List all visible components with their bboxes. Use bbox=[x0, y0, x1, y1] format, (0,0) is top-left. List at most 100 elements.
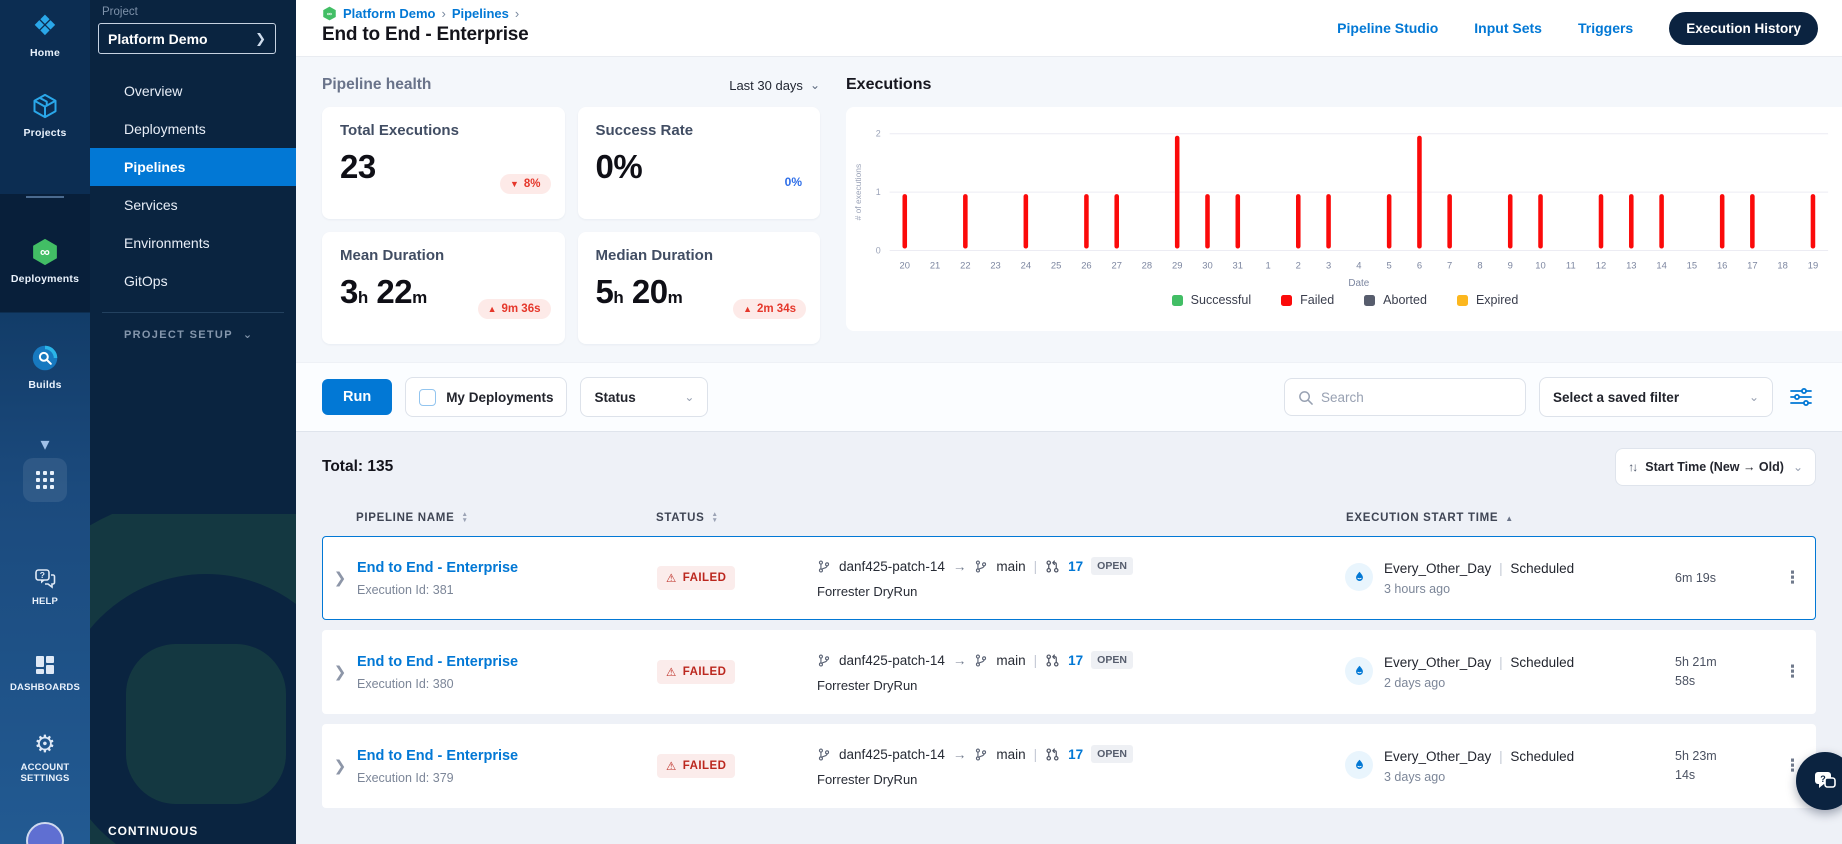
expand-row-chevron-icon[interactable]: ❯ bbox=[333, 570, 347, 587]
rail-item-deployments[interactable]: ∞ Deployments bbox=[0, 236, 90, 285]
column-execution-start-time[interactable]: EXECUTION START TIME ▲ bbox=[1346, 512, 1514, 524]
commit-message: Forrester DryRun bbox=[817, 772, 918, 787]
project-selector[interactable]: Platform Demo ❯ bbox=[98, 23, 276, 54]
breadcrumb-project[interactable]: Platform Demo bbox=[343, 6, 436, 21]
sort-carets-icon: ▲ ▼ bbox=[461, 511, 469, 524]
source-branch[interactable]: danf425-patch-14 bbox=[839, 746, 945, 762]
sidebar-item-deployments[interactable]: Deployments bbox=[90, 110, 296, 148]
row-menu-button[interactable]: ⋮ bbox=[1784, 662, 1802, 681]
svg-text:6: 6 bbox=[1417, 259, 1422, 270]
started-time-ago: 3 days ago bbox=[1384, 769, 1446, 784]
target-branch[interactable]: main bbox=[996, 746, 1026, 762]
apps-grid-button[interactable] bbox=[23, 458, 67, 502]
rail-item-account-settings[interactable]: ⚙ ACCOUNT SETTINGS bbox=[0, 732, 90, 785]
svg-text:11: 11 bbox=[1566, 259, 1576, 270]
source-branch[interactable]: danf425-patch-14 bbox=[839, 652, 945, 668]
rail-item-label: Projects bbox=[23, 127, 67, 139]
rail-item-label: Deployments bbox=[10, 273, 80, 285]
sidebar-item-environments[interactable]: Environments bbox=[90, 224, 296, 262]
search-placeholder: Search bbox=[1321, 389, 1364, 405]
rail-item-dashboards[interactable]: DASHBOARDS bbox=[0, 652, 90, 693]
sidebar-item-gitops[interactable]: GitOps bbox=[90, 262, 296, 300]
branch-icon bbox=[974, 559, 988, 574]
my-deployments-filter[interactable]: My Deployments bbox=[405, 377, 568, 417]
metric-delta-badge: ▲ 9m 36s bbox=[477, 299, 551, 319]
run-button[interactable]: Run bbox=[322, 379, 393, 415]
sidebar-item-services[interactable]: Services bbox=[90, 186, 296, 224]
divider: | bbox=[1499, 560, 1503, 576]
sidebar-item-pipelines[interactable]: Pipelines bbox=[90, 148, 296, 186]
pipeline-name-link[interactable]: End to End - Enterprise bbox=[357, 653, 519, 670]
my-deployments-checkbox[interactable] bbox=[419, 388, 437, 406]
tab-triggers[interactable]: Triggers bbox=[1577, 20, 1634, 36]
breadcrumb-pipelines[interactable]: Pipelines bbox=[451, 6, 509, 21]
expand-row-chevron-icon[interactable]: ❯ bbox=[333, 664, 347, 681]
chevron-down-icon: ⌄ bbox=[809, 78, 820, 92]
metric-number: 0% bbox=[595, 148, 643, 185]
tab-execution-history[interactable]: Execution History bbox=[1669, 11, 1818, 45]
sidebar-item-label: Services bbox=[124, 197, 178, 213]
legend-item-successful[interactable]: Successful bbox=[1171, 293, 1251, 307]
legend-item-failed[interactable]: Failed bbox=[1281, 293, 1334, 307]
tab-pipeline-studio[interactable]: Pipeline Studio bbox=[1337, 20, 1439, 36]
trigger-name: Every_Other_Day bbox=[1384, 654, 1492, 670]
chevron-down-icon[interactable]: ▾ bbox=[40, 434, 50, 454]
legend-item-expired[interactable]: Expired bbox=[1456, 293, 1518, 307]
metric-value: 3h 22m bbox=[340, 273, 547, 311]
project-setup-toggle[interactable]: PROJECT SETUP ⌄ bbox=[124, 328, 253, 342]
legend-item-aborted[interactable]: Aborted bbox=[1364, 293, 1427, 307]
tab-input-sets[interactable]: Input Sets bbox=[1474, 20, 1542, 36]
pipeline-name-link[interactable]: End to End - Enterprise bbox=[357, 747, 519, 764]
trigger-mode: Scheduled bbox=[1510, 748, 1575, 764]
pipeline-name-link[interactable]: End to End - Enterprise bbox=[357, 559, 519, 576]
column-pipeline-name[interactable]: PIPELINE NAME ▲ ▼ bbox=[356, 511, 469, 524]
execution-row[interactable]: ❯ End to End - Enterprise Execution Id: … bbox=[322, 536, 1816, 620]
target-branch[interactable]: main bbox=[996, 558, 1026, 574]
user-avatar[interactable] bbox=[26, 822, 64, 844]
column-status[interactable]: STATUS ▲ ▼ bbox=[656, 511, 719, 524]
time-range-select[interactable]: Last 30 days ⌄ bbox=[729, 78, 820, 93]
divider: | bbox=[1033, 746, 1038, 762]
search-input[interactable]: Search bbox=[1284, 378, 1526, 416]
svg-text:10: 10 bbox=[1535, 259, 1545, 270]
chart-legend: Successful Failed Aborted Expired bbox=[852, 293, 1838, 307]
pr-number-link[interactable]: 17 bbox=[1068, 746, 1084, 762]
status-filter-select[interactable]: Status ⌄ bbox=[580, 377, 709, 417]
rail-item-home[interactable]: ❖ Home bbox=[0, 10, 90, 60]
svg-text:∞: ∞ bbox=[327, 11, 332, 18]
commit-message: Forrester DryRun bbox=[817, 584, 918, 599]
arrow-right-icon: → bbox=[952, 652, 967, 668]
executions-title: Executions bbox=[846, 76, 932, 93]
sidebar-item-label: GitOps bbox=[124, 273, 168, 289]
execution-row[interactable]: ❯ End to End - Enterprise Execution Id: … bbox=[322, 630, 1816, 714]
filter-panel-button[interactable] bbox=[1786, 382, 1816, 412]
metric-number: 3 bbox=[340, 273, 358, 310]
trigger-mode: Scheduled bbox=[1510, 654, 1575, 670]
sidebar-item-overview[interactable]: Overview bbox=[90, 72, 296, 110]
help-fab[interactable]: ? bbox=[1796, 752, 1842, 810]
sidebar-item-label: Overview bbox=[124, 83, 183, 99]
source-branch[interactable]: danf425-patch-14 bbox=[839, 558, 945, 574]
project-name: Platform Demo bbox=[108, 30, 208, 47]
metric-delta-badge: ▼ 8% bbox=[499, 174, 551, 194]
expand-row-chevron-icon[interactable]: ❯ bbox=[333, 758, 347, 775]
rail-item-projects[interactable]: Projects bbox=[0, 90, 90, 139]
svg-text:0: 0 bbox=[876, 246, 881, 256]
svg-text:3: 3 bbox=[1326, 259, 1331, 270]
rail-item-builds[interactable]: Builds bbox=[0, 342, 90, 391]
pr-number-link[interactable]: 17 bbox=[1068, 558, 1084, 574]
target-branch[interactable]: main bbox=[996, 652, 1026, 668]
rail-divider bbox=[26, 196, 64, 198]
legend-swatch bbox=[1364, 294, 1376, 306]
duration-line: 58s bbox=[1675, 674, 1696, 688]
execution-row[interactable]: ❯ End to End - Enterprise Execution Id: … bbox=[322, 724, 1816, 808]
sidebar-item-label: Deployments bbox=[124, 121, 206, 137]
saved-filter-select[interactable]: Select a saved filter ⌄ bbox=[1539, 377, 1773, 417]
status-filter-label: Status bbox=[594, 389, 636, 405]
row-menu-button[interactable]: ⋮ bbox=[1784, 568, 1802, 587]
pr-number-link[interactable]: 17 bbox=[1068, 652, 1084, 668]
rail-item-help[interactable]: ? HELP bbox=[0, 566, 90, 607]
sort-select[interactable]: ↑↓ Start Time (New → Old) ⌄ bbox=[1615, 448, 1816, 486]
executions-bar-chart: 0 1 2 20 21 22 23 24 25 26 27 28 29 30 31 1 2 3 4 5 6 7 8 9 10 11… bbox=[852, 119, 1838, 291]
